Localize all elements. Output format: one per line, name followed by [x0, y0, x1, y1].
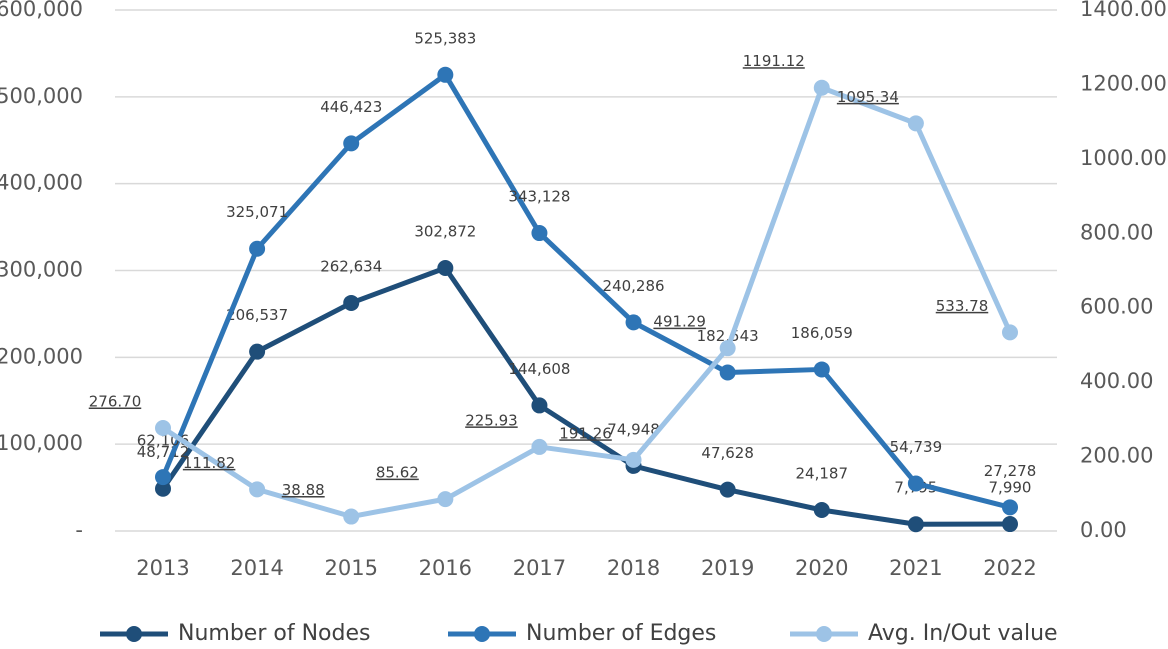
y2-tick-label: 1200.00: [1080, 71, 1167, 95]
x-tick-label: 2020: [795, 556, 848, 580]
point: [343, 294, 360, 311]
y-tick-label: 200,000: [0, 344, 83, 368]
y2-tick-label: 0.00: [1080, 518, 1127, 542]
point: [907, 516, 924, 533]
x-tick-label: 2016: [419, 556, 472, 580]
legend-label: Number of Edges: [526, 621, 716, 646]
x-tick-label: 2022: [983, 556, 1036, 580]
value-label: 343,128: [508, 188, 570, 206]
x-tick-label: 2017: [513, 556, 566, 580]
point: [719, 340, 736, 357]
value-label: 144,608: [508, 360, 570, 378]
point: [719, 364, 736, 381]
point: [813, 501, 830, 518]
value-label: 1191.12: [743, 52, 805, 70]
point: [1002, 324, 1018, 341]
y-tick-label: 500,000: [0, 84, 83, 108]
y2-tick-label: 1400.00: [1080, 0, 1167, 21]
point: [531, 225, 548, 242]
x-tick-label: 2014: [230, 556, 283, 580]
point: [625, 314, 642, 331]
x-tick-label: 2013: [136, 556, 189, 580]
value-label: 85.62: [376, 464, 419, 482]
series-line: [160, 72, 1011, 510]
value-label: 38.88: [282, 481, 325, 499]
point: [813, 79, 830, 96]
legend-marker: [126, 626, 142, 642]
point: [625, 451, 642, 468]
legend-label: Number of Nodes: [178, 621, 370, 646]
point: [343, 508, 360, 525]
series-line: [160, 265, 1011, 527]
x-tick-label: 2019: [701, 556, 754, 580]
y-tick-label: 100,000: [0, 431, 83, 455]
point: [813, 361, 830, 378]
value-label: 27,278: [984, 462, 1037, 480]
y2-tick-label: 200.00: [1080, 444, 1153, 468]
point: [155, 420, 171, 437]
legend-label: Avg. In/Out value: [868, 621, 1058, 646]
y-tick-label: -: [75, 518, 83, 542]
point: [907, 475, 924, 492]
point: [907, 115, 924, 132]
value-label: 325,071: [226, 203, 288, 221]
value-label: 240,286: [603, 277, 665, 295]
y-tick-label: 400,000: [0, 171, 83, 195]
value-label: 225.93: [465, 411, 518, 429]
value-label: 262,634: [320, 257, 382, 275]
value-label: 302,872: [414, 223, 476, 241]
point: [155, 469, 171, 486]
point: [249, 240, 266, 257]
value-label: 54,739: [890, 438, 943, 456]
value-label: 74,948: [607, 420, 660, 438]
value-label: 206,537: [226, 306, 288, 324]
value-label: 533.78: [936, 297, 989, 315]
value-label: 24,187: [796, 464, 849, 482]
x-tick-label: 2015: [324, 556, 377, 580]
point: [437, 491, 454, 508]
point: [343, 135, 360, 152]
y2-tick-label: 1000.00: [1080, 146, 1167, 170]
value-label: 7,990: [989, 479, 1032, 497]
point: [719, 481, 736, 498]
point: [1002, 516, 1018, 533]
point: [531, 397, 548, 414]
value-label: 491.29: [653, 313, 706, 331]
value-label: 276.70: [89, 393, 142, 411]
x-tick-label: 2018: [607, 556, 660, 580]
value-label: 525,383: [414, 29, 476, 47]
value-label: 47,628: [701, 444, 754, 462]
point: [437, 260, 454, 277]
value-label: 186,059: [791, 324, 853, 342]
y2-tick-label: 600.00: [1080, 295, 1153, 319]
value-label: 111.82: [183, 454, 236, 472]
y2-tick-label: 400.00: [1080, 369, 1153, 393]
value-label: 446,423: [320, 98, 382, 116]
point: [1002, 499, 1018, 516]
x-tick-label: 2021: [889, 556, 942, 580]
legend-marker: [816, 626, 832, 642]
value-label: 1095.34: [837, 88, 899, 106]
series-line: [161, 85, 1013, 520]
point: [249, 343, 266, 360]
point: [249, 481, 266, 498]
point: [437, 66, 454, 83]
legend-marker: [474, 626, 490, 642]
value-label: 191.26: [559, 424, 612, 442]
point: [155, 480, 171, 497]
point: [531, 438, 548, 455]
y-tick-label: 600,000: [0, 0, 83, 21]
y2-tick-label: 800.00: [1080, 220, 1153, 244]
value-label: 182,543: [697, 327, 759, 345]
y-tick-label: 300,000: [0, 258, 83, 282]
